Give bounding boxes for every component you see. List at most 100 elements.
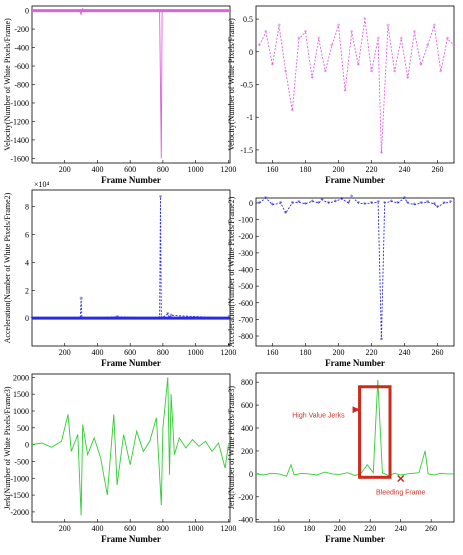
data-point: * bbox=[310, 198, 314, 206]
y-tick-label: -400 bbox=[14, 44, 29, 53]
x-tick-label: 1200 bbox=[220, 524, 236, 533]
y-tick-label: -1 bbox=[246, 113, 253, 122]
x-tick-label: 200 bbox=[59, 165, 71, 174]
y-tick-label: 2 bbox=[25, 286, 29, 295]
plot-frame bbox=[255, 372, 455, 523]
x-tick-label: 1000 bbox=[188, 165, 204, 174]
x-axis-label: Frame Number bbox=[325, 534, 385, 544]
y-tick-label: 0 bbox=[249, 199, 253, 208]
x-tick-label: 220 bbox=[366, 348, 378, 357]
y-tick-label: -0.5 bbox=[240, 81, 253, 90]
x-tick-label: 400 bbox=[91, 524, 103, 533]
data-point: * bbox=[304, 29, 308, 37]
y-tick-label: -600 bbox=[238, 299, 253, 308]
y-tick-label: -200 bbox=[14, 25, 29, 34]
x-tick-label: 800 bbox=[157, 348, 169, 357]
annotation-high-value-jerks: High Value Jerks bbox=[292, 413, 345, 420]
y-tick-label: -800 bbox=[14, 81, 29, 90]
data-point: * bbox=[363, 16, 367, 24]
data-point: * bbox=[320, 197, 324, 205]
data-point: * bbox=[291, 200, 295, 208]
data-point: * bbox=[166, 311, 170, 319]
x-tick-label: 200 bbox=[334, 524, 346, 533]
x-tick-label: 220 bbox=[366, 165, 378, 174]
data-point: * bbox=[436, 204, 440, 212]
y-tick-label: -1500 bbox=[10, 491, 29, 500]
x-axis-label: Frame Number bbox=[101, 175, 161, 185]
annotation-bleeding-frame: Bleeding Frame bbox=[376, 489, 426, 496]
data-point: * bbox=[264, 29, 268, 37]
y-tick-label: -200 bbox=[238, 493, 253, 502]
data-point: * bbox=[297, 199, 301, 207]
data-point: * bbox=[330, 42, 334, 50]
data-point: * bbox=[310, 75, 314, 83]
y-tick-label: -500 bbox=[238, 282, 253, 291]
x-tick-label: 180 bbox=[300, 165, 312, 174]
plot-frame bbox=[255, 5, 455, 164]
data-point: * bbox=[399, 36, 403, 44]
data-point: * bbox=[426, 42, 430, 50]
y-tick-label: -400 bbox=[238, 266, 253, 275]
y-tick-label: -100 bbox=[238, 216, 253, 225]
series-line bbox=[256, 379, 454, 477]
y-tick-label: 0.5 bbox=[243, 15, 253, 24]
y-tick-label: 4 bbox=[25, 258, 29, 267]
y-tick-label: -2000 bbox=[10, 508, 29, 517]
data-point: * bbox=[264, 195, 268, 203]
data-point: * bbox=[419, 200, 423, 208]
y-tick-label: 0 bbox=[25, 7, 29, 16]
x-tick-label: 220 bbox=[364, 524, 376, 533]
data-point: * bbox=[357, 62, 361, 70]
y-axis-label: Velocity(Number of White Pixels/Frame) bbox=[227, 18, 236, 151]
x-axis-label: Frame Number bbox=[325, 358, 385, 368]
x-tick-label: 200 bbox=[59, 348, 71, 357]
x-tick-label: 400 bbox=[91, 348, 103, 357]
data-point: * bbox=[442, 200, 446, 208]
x-tick-label: 180 bbox=[303, 524, 315, 533]
chart-panel-jerk-full: 200 400 600 800 1000 1200 2000 1500 1000 500 0 -500… bbox=[3, 373, 236, 544]
y-tick-label: -500 bbox=[14, 457, 29, 466]
y-tick-label: 1000 bbox=[13, 407, 29, 416]
y-axis-label: Jerk(Number of White Pixels/Frame3) bbox=[227, 386, 236, 509]
data-point: * bbox=[376, 36, 380, 44]
y-tick-label: 400 bbox=[241, 424, 253, 433]
y-axis-label: Jerk(Number of White Pixels/Frame3) bbox=[3, 386, 12, 509]
x-tick-label: 240 bbox=[395, 524, 407, 533]
y-tick-label: 200 bbox=[241, 447, 253, 456]
x-tick-label: 240 bbox=[399, 348, 411, 357]
data-point: * bbox=[376, 199, 380, 207]
y-tick-label: 0 bbox=[25, 441, 29, 450]
data-point: * bbox=[419, 62, 423, 70]
x-tick-label: 200 bbox=[333, 165, 345, 174]
x-tick-label: 800 bbox=[157, 524, 169, 533]
y-tick-label: 500 bbox=[17, 424, 29, 433]
data-point: * bbox=[337, 23, 341, 31]
y-tick-label: -1200 bbox=[10, 117, 29, 126]
plot-frame bbox=[255, 197, 455, 347]
data-point: * bbox=[413, 202, 417, 210]
highlight-box bbox=[358, 385, 392, 479]
data-point: * bbox=[406, 75, 410, 83]
data-point: * bbox=[169, 312, 173, 320]
plot-frame bbox=[31, 373, 231, 523]
y-tick-label: -400 bbox=[238, 516, 253, 525]
x-tick-label: 160 bbox=[267, 165, 279, 174]
data-point: * bbox=[439, 68, 443, 76]
x-tick-label: 1200 bbox=[220, 165, 236, 174]
x-tick-label: 260 bbox=[432, 165, 444, 174]
data-point: * bbox=[393, 68, 397, 76]
x-axis-label: Frame Number bbox=[101, 534, 161, 544]
x-tick-label: 200 bbox=[333, 348, 345, 357]
plot-frame bbox=[31, 5, 231, 164]
x-tick-label: 240 bbox=[399, 165, 411, 174]
x-tick-label: 1000 bbox=[188, 524, 204, 533]
data-point: * bbox=[426, 199, 430, 207]
y-tick-label: -300 bbox=[238, 249, 253, 258]
y-tick-label: 1500 bbox=[13, 390, 29, 399]
data-point: * bbox=[350, 29, 354, 37]
series-line bbox=[32, 196, 229, 320]
data-point: * bbox=[271, 62, 275, 70]
y-tick-label: -200 bbox=[238, 232, 253, 241]
data-point: * bbox=[383, 200, 387, 208]
